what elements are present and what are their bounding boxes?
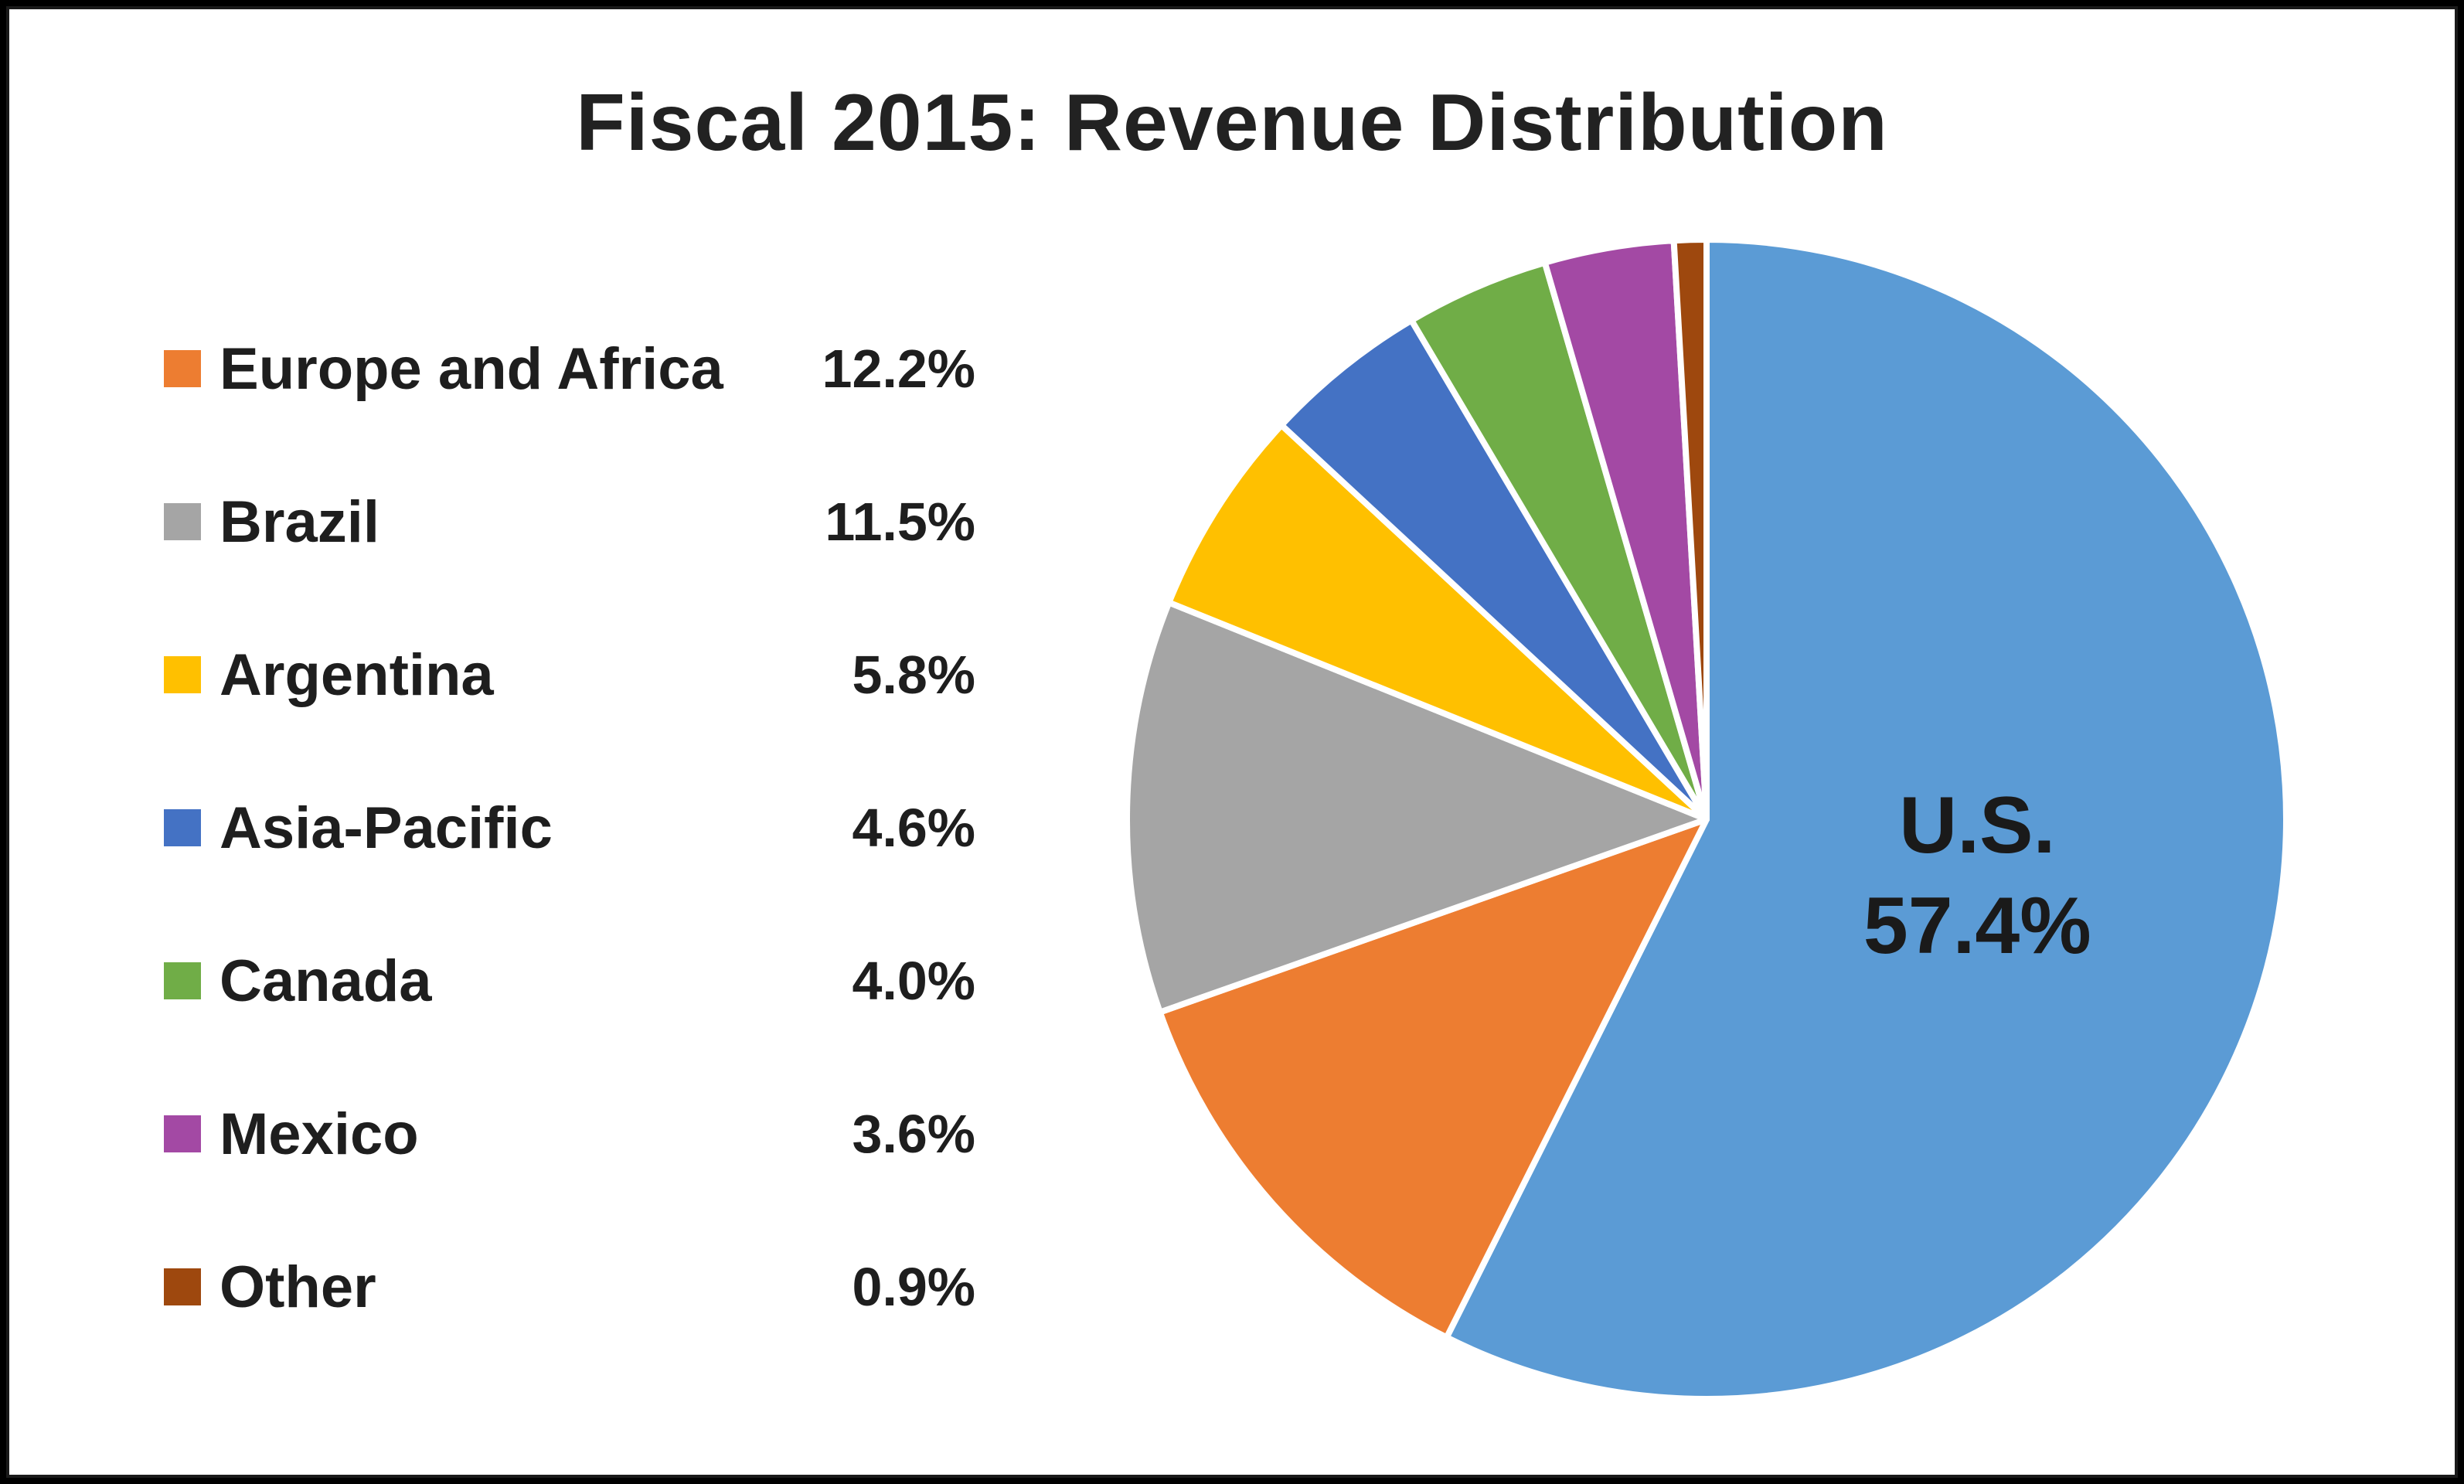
legend-swatch (164, 656, 201, 693)
chart-title: Fiscal 2015: Revenue Distribution (576, 78, 1888, 168)
legend-label: Canada (220, 948, 432, 1014)
legend-item-europe-and-africa: Europe and Africa 12.2% (164, 326, 999, 411)
legend-value: 5.8% (852, 645, 975, 705)
legend-label: Mexico (220, 1101, 419, 1167)
legend-swatch (164, 809, 201, 846)
legend-swatch (164, 503, 201, 540)
legend-swatch (164, 1115, 201, 1152)
legend-value: 3.6% (852, 1104, 975, 1164)
pie-slice-asia-pacific (1278, 317, 1710, 822)
legend-value: 11.5% (825, 492, 975, 552)
legend-label: Brazil (220, 488, 379, 555)
legend-value: 4.0% (852, 951, 975, 1011)
legend-item-brazil: Brazil 11.5% (164, 479, 999, 564)
legend-label: Other (220, 1254, 376, 1320)
pie-slice-argentina (1166, 422, 1710, 822)
legend-label: Argentina (220, 642, 494, 708)
pie-slice-u-s (1443, 237, 2289, 1402)
legend-item-canada: Canada 4.0% (164, 938, 999, 1023)
legend-value: 0.9% (852, 1257, 975, 1317)
legend-item-argentina: Argentina 5.8% (164, 632, 999, 717)
legend-label: Asia-Pacific (220, 795, 553, 861)
pie-label-u-s-name: U.S. (1899, 781, 2055, 870)
pie-slice-brazil (1124, 599, 1710, 1016)
legend-swatch (164, 350, 201, 387)
legend-item-asia-pacific: Asia-Pacific 4.6% (164, 785, 999, 870)
legend-swatch (164, 1268, 201, 1305)
legend-value: 12.2% (822, 339, 975, 399)
legend-label: Europe and Africa (220, 335, 723, 402)
legend-item-mexico: Mexico 3.6% (164, 1091, 999, 1176)
pie-slice-europe-and-africa (1156, 816, 1710, 1341)
pie-slice-other (1670, 237, 1710, 822)
legend-value: 4.6% (852, 798, 975, 858)
legend-item-other: Other 0.9% (164, 1244, 999, 1329)
pie-label-u-s-value: 57.4% (1863, 881, 2091, 971)
legend-swatch (164, 962, 201, 999)
